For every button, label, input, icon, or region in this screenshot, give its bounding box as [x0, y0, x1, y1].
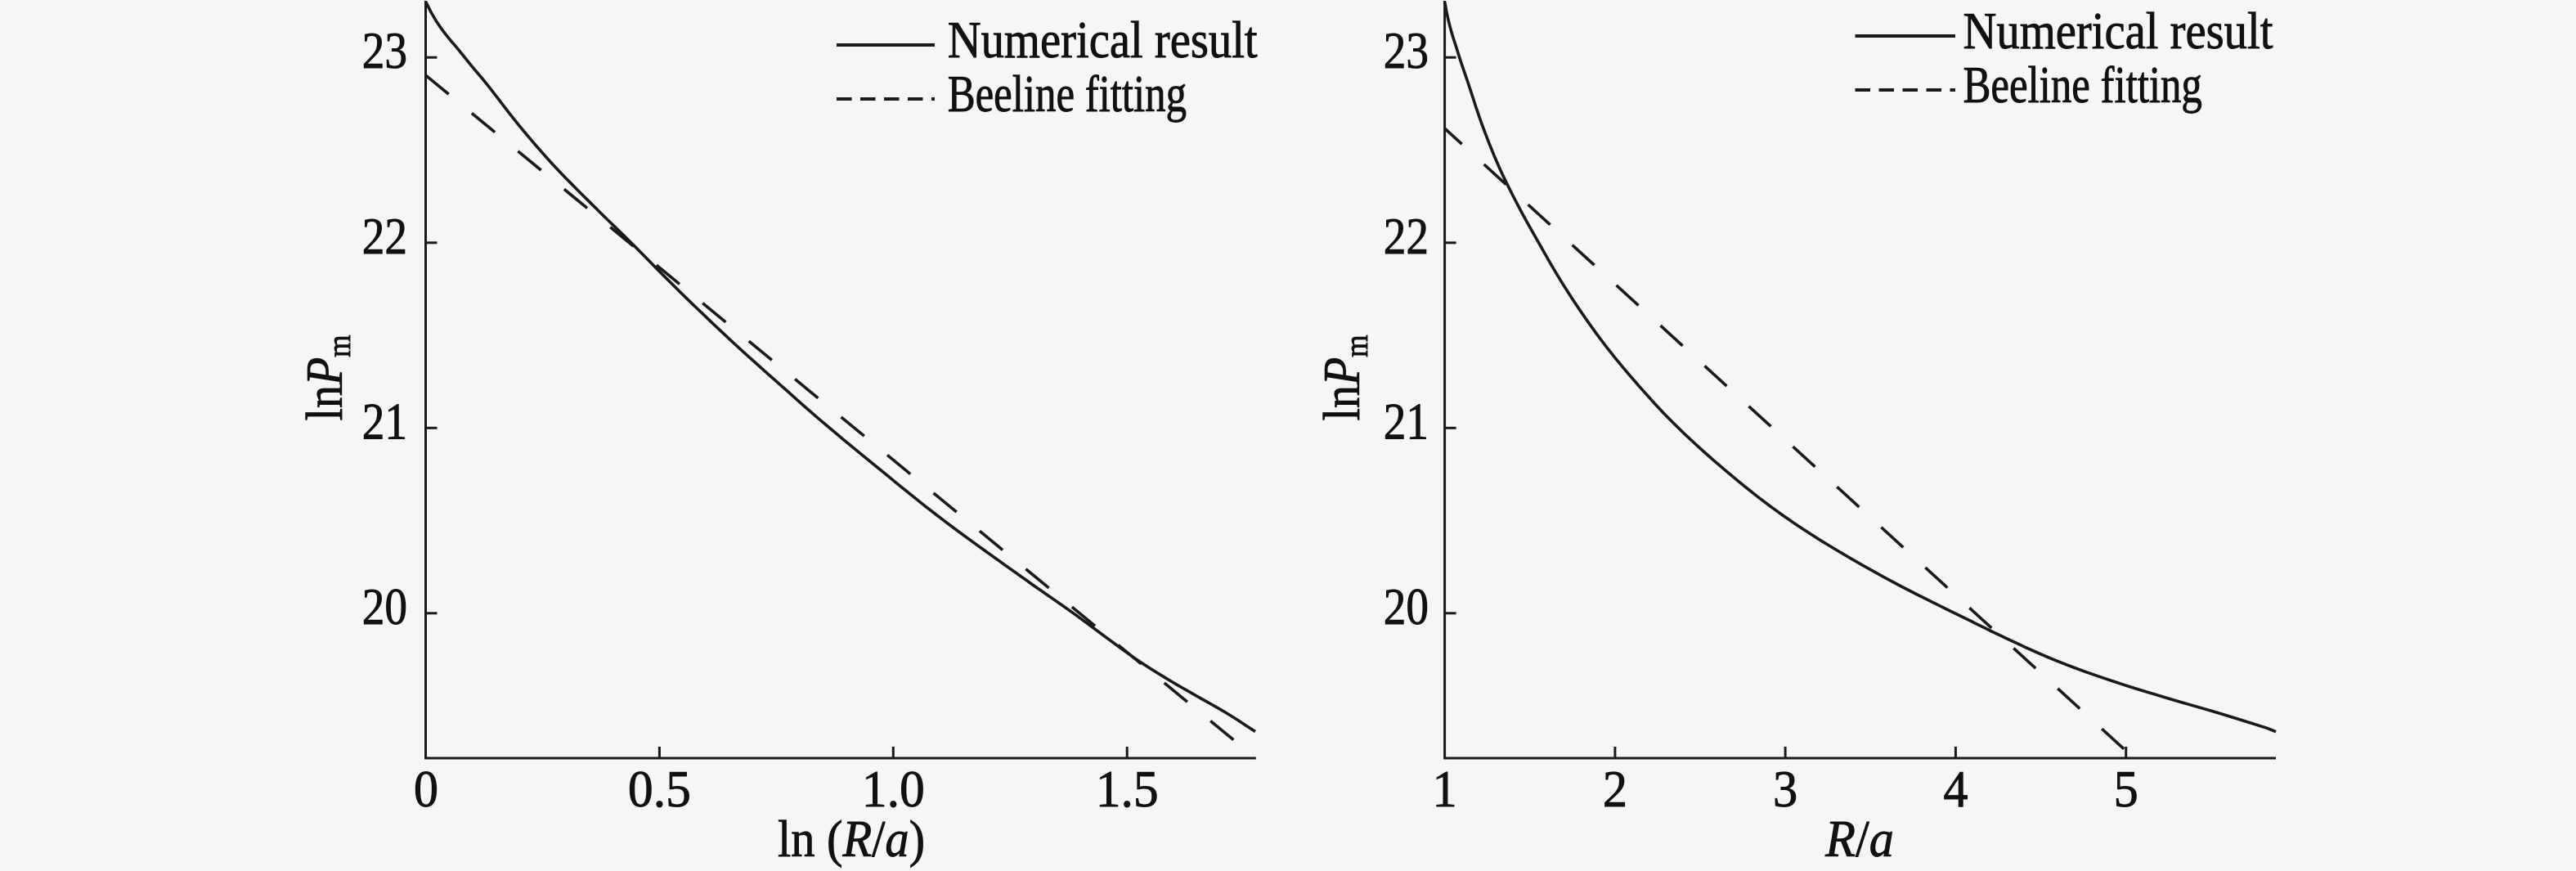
svg-text:1.0: 1.0: [862, 760, 925, 818]
svg-text:5: 5: [2114, 761, 2138, 819]
svg-text:0.5: 0.5: [628, 760, 691, 818]
svg-text:Beeline fitting: Beeline fitting: [1963, 57, 2202, 114]
svg-text:23: 23: [1384, 22, 1429, 79]
svg-text:23: 23: [362, 22, 407, 79]
svg-text:20: 20: [1384, 577, 1429, 635]
svg-text:Numerical result: Numerical result: [948, 11, 1258, 70]
svg-text:ln (R/a): ln (R/a): [778, 811, 925, 869]
svg-text:22: 22: [1384, 207, 1429, 264]
svg-text:lnPm: lnPm: [296, 335, 358, 421]
svg-text:Beeline fitting: Beeline fitting: [948, 66, 1187, 123]
svg-text:lnPm: lnPm: [1313, 335, 1376, 421]
svg-text:R/a: R/a: [1824, 811, 1894, 869]
svg-text:20: 20: [362, 577, 407, 635]
svg-text:1: 1: [1433, 761, 1457, 819]
svg-text:3: 3: [1773, 761, 1797, 819]
svg-text:21: 21: [1384, 393, 1429, 450]
svg-text:21: 21: [362, 393, 407, 450]
svg-text:0: 0: [414, 761, 438, 819]
svg-text:22: 22: [362, 207, 407, 264]
svg-text:1.5: 1.5: [1096, 760, 1159, 818]
svg-text:4: 4: [1943, 761, 1968, 819]
svg-text:Numerical result: Numerical result: [1963, 2, 2273, 61]
svg-text:2: 2: [1603, 761, 1627, 819]
